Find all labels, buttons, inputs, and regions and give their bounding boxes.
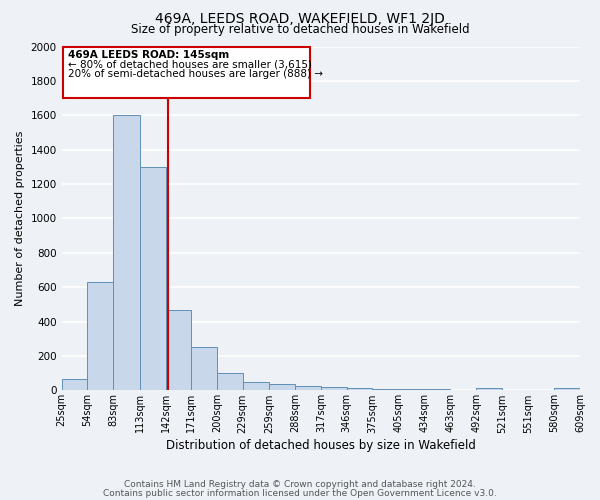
Text: ← 80% of detached houses are smaller (3,615): ← 80% of detached houses are smaller (3,… bbox=[68, 60, 312, 70]
Text: 20% of semi-detached houses are larger (888) →: 20% of semi-detached houses are larger (… bbox=[68, 69, 323, 79]
Bar bbox=[140, 167, 166, 390]
Bar bbox=[476, 388, 502, 390]
Text: Size of property relative to detached houses in Wakefield: Size of property relative to detached ho… bbox=[131, 22, 469, 36]
Bar bbox=[113, 116, 140, 390]
Bar bbox=[217, 373, 243, 390]
Bar bbox=[269, 384, 295, 390]
Bar bbox=[554, 388, 580, 390]
Text: 469A LEEDS ROAD: 145sqm: 469A LEEDS ROAD: 145sqm bbox=[68, 50, 229, 60]
Bar bbox=[295, 386, 321, 390]
Bar bbox=[88, 282, 113, 391]
Bar bbox=[425, 388, 451, 390]
Bar bbox=[321, 387, 347, 390]
Y-axis label: Number of detached properties: Number of detached properties bbox=[15, 131, 25, 306]
Bar bbox=[166, 310, 191, 390]
Bar bbox=[399, 388, 425, 390]
Text: 469A, LEEDS ROAD, WAKEFIELD, WF1 2JD: 469A, LEEDS ROAD, WAKEFIELD, WF1 2JD bbox=[155, 12, 445, 26]
Bar bbox=[373, 388, 399, 390]
Text: Contains HM Land Registry data © Crown copyright and database right 2024.: Contains HM Land Registry data © Crown c… bbox=[124, 480, 476, 489]
X-axis label: Distribution of detached houses by size in Wakefield: Distribution of detached houses by size … bbox=[166, 440, 476, 452]
Bar bbox=[191, 348, 217, 391]
Bar bbox=[347, 388, 373, 390]
Text: Contains public sector information licensed under the Open Government Licence v3: Contains public sector information licen… bbox=[103, 488, 497, 498]
Bar bbox=[62, 379, 88, 390]
Bar bbox=[62, 46, 310, 98]
Bar bbox=[243, 382, 269, 390]
